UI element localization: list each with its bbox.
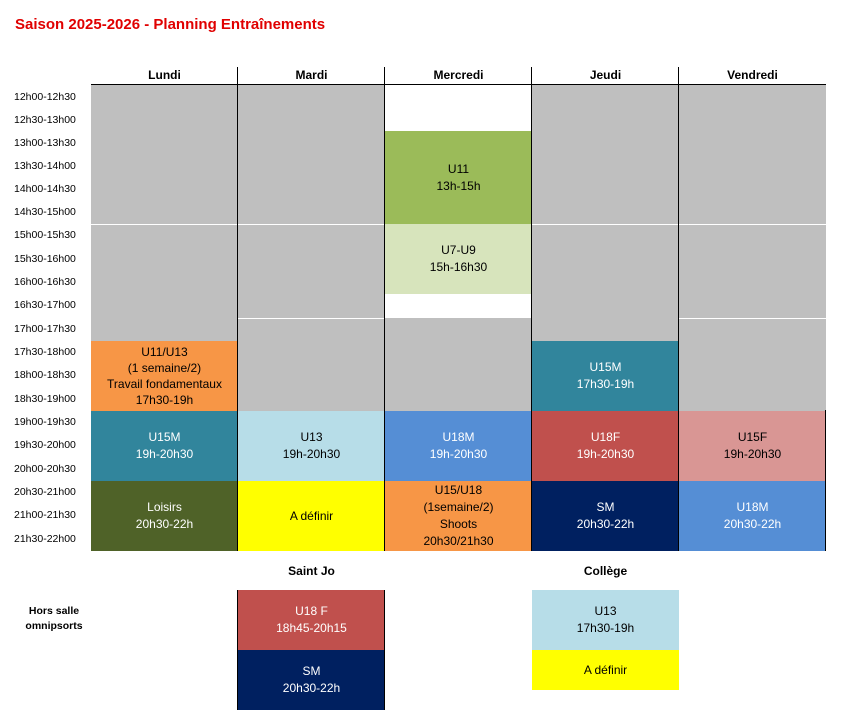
block-border — [237, 590, 238, 710]
row-separator — [238, 224, 385, 225]
session-mercredi-u7-u9: U7-U9 15h-16h30 — [385, 224, 532, 294]
off-site-label: Hors salle omnipsorts — [25, 605, 83, 632]
session-mercredi-u18m: U18M 19h-20h30 — [385, 411, 532, 481]
row-separator — [679, 224, 826, 225]
time-slot: 14h00-14h30 — [14, 183, 76, 195]
time-slot: 17h30-18h00 — [14, 346, 76, 358]
unavailable-block — [238, 85, 385, 411]
day-header-jeudi: Jeudi — [532, 67, 679, 85]
row-separator — [679, 318, 826, 319]
time-slot: 12h00-12h30 — [14, 91, 76, 103]
unavailable-block — [91, 85, 238, 341]
time-slot: 15h00-15h30 — [14, 229, 76, 241]
session-mardi-a-definir: A définir — [238, 481, 385, 551]
time-slot: 16h30-17h00 — [14, 299, 76, 311]
time-slot: 12h30-13h00 — [14, 114, 76, 126]
day-header-mercredi: Mercredi — [385, 67, 532, 85]
day-header-vendredi: Vendredi — [679, 67, 826, 85]
session-lundi-u11-u13: U11/U13 (1 semaine/2) Travail fondamenta… — [91, 341, 238, 411]
time-slot: 19h00-19h30 — [14, 416, 76, 428]
time-slot: 15h30-16h00 — [14, 253, 76, 265]
time-slot: 18h00-18h30 — [14, 369, 76, 381]
session-vendredi-u18m: U18M 20h30-22h — [679, 481, 826, 551]
session-vendredi-u15f: U15F 19h-20h30 — [679, 411, 826, 481]
time-slot: 17h00-17h30 — [14, 323, 76, 335]
session-mardi-u13: U13 19h-20h30 — [238, 411, 385, 481]
time-slot: 13h30-14h00 — [14, 160, 76, 172]
column-divider — [237, 67, 238, 551]
offsite-college-a-definir: A définir — [532, 650, 679, 690]
day-header-lundi: Lundi — [91, 67, 238, 85]
time-slot: 19h30-20h00 — [14, 439, 76, 451]
time-slot: 14h30-15h00 — [14, 206, 76, 218]
column-divider — [384, 67, 385, 551]
session-lundi-loisirs: Loisirs 20h30-22h — [91, 481, 238, 551]
block-border — [384, 590, 385, 710]
column-divider — [531, 67, 532, 551]
unavailable-block — [385, 318, 532, 411]
offsite-saint-jo-u18f: U18 F 18h45-20h15 — [238, 590, 385, 650]
row-separator — [91, 224, 238, 225]
day-header-mardi: Mardi — [238, 67, 385, 85]
session-jeudi-u18f: U18F 19h-20h30 — [532, 411, 679, 481]
venue-header-saint-jo: Saint Jo — [288, 564, 335, 578]
column-divider — [678, 67, 679, 551]
row-separator — [532, 224, 679, 225]
session-jeudi-u15m: U15M 17h30-19h — [532, 341, 679, 411]
offsite-college-u13: U13 17h30-19h — [532, 590, 679, 650]
time-slot: 16h00-16h30 — [14, 276, 76, 288]
session-mercredi-u11: U11 13h-15h — [385, 131, 532, 224]
row-separator — [238, 318, 385, 319]
offsite-saint-jo-sm: SM 20h30-22h — [238, 650, 385, 710]
time-slot: 21h30-22h00 — [14, 533, 76, 545]
session-lundi-u15m: U15M 19h-20h30 — [91, 411, 238, 481]
column-divider — [825, 410, 826, 551]
time-slot: 20h00-20h30 — [14, 463, 76, 475]
page-title: Saison 2025-2026 - Planning Entraînement… — [15, 16, 326, 33]
time-slot: 18h30-19h00 — [14, 393, 76, 405]
unavailable-block — [679, 85, 826, 411]
session-mercredi-u15-u18: U15/U18 (1semaine/2) Shoots 20h30/21h30 — [385, 481, 532, 551]
session-jeudi-sm: SM 20h30-22h — [532, 481, 679, 551]
unavailable-block — [532, 85, 679, 341]
venue-header-college: Collège — [583, 564, 628, 578]
time-slot: 21h00-21h30 — [14, 509, 76, 521]
time-slot: 13h00-13h30 — [14, 137, 76, 149]
time-slot: 20h30-21h00 — [14, 486, 76, 498]
